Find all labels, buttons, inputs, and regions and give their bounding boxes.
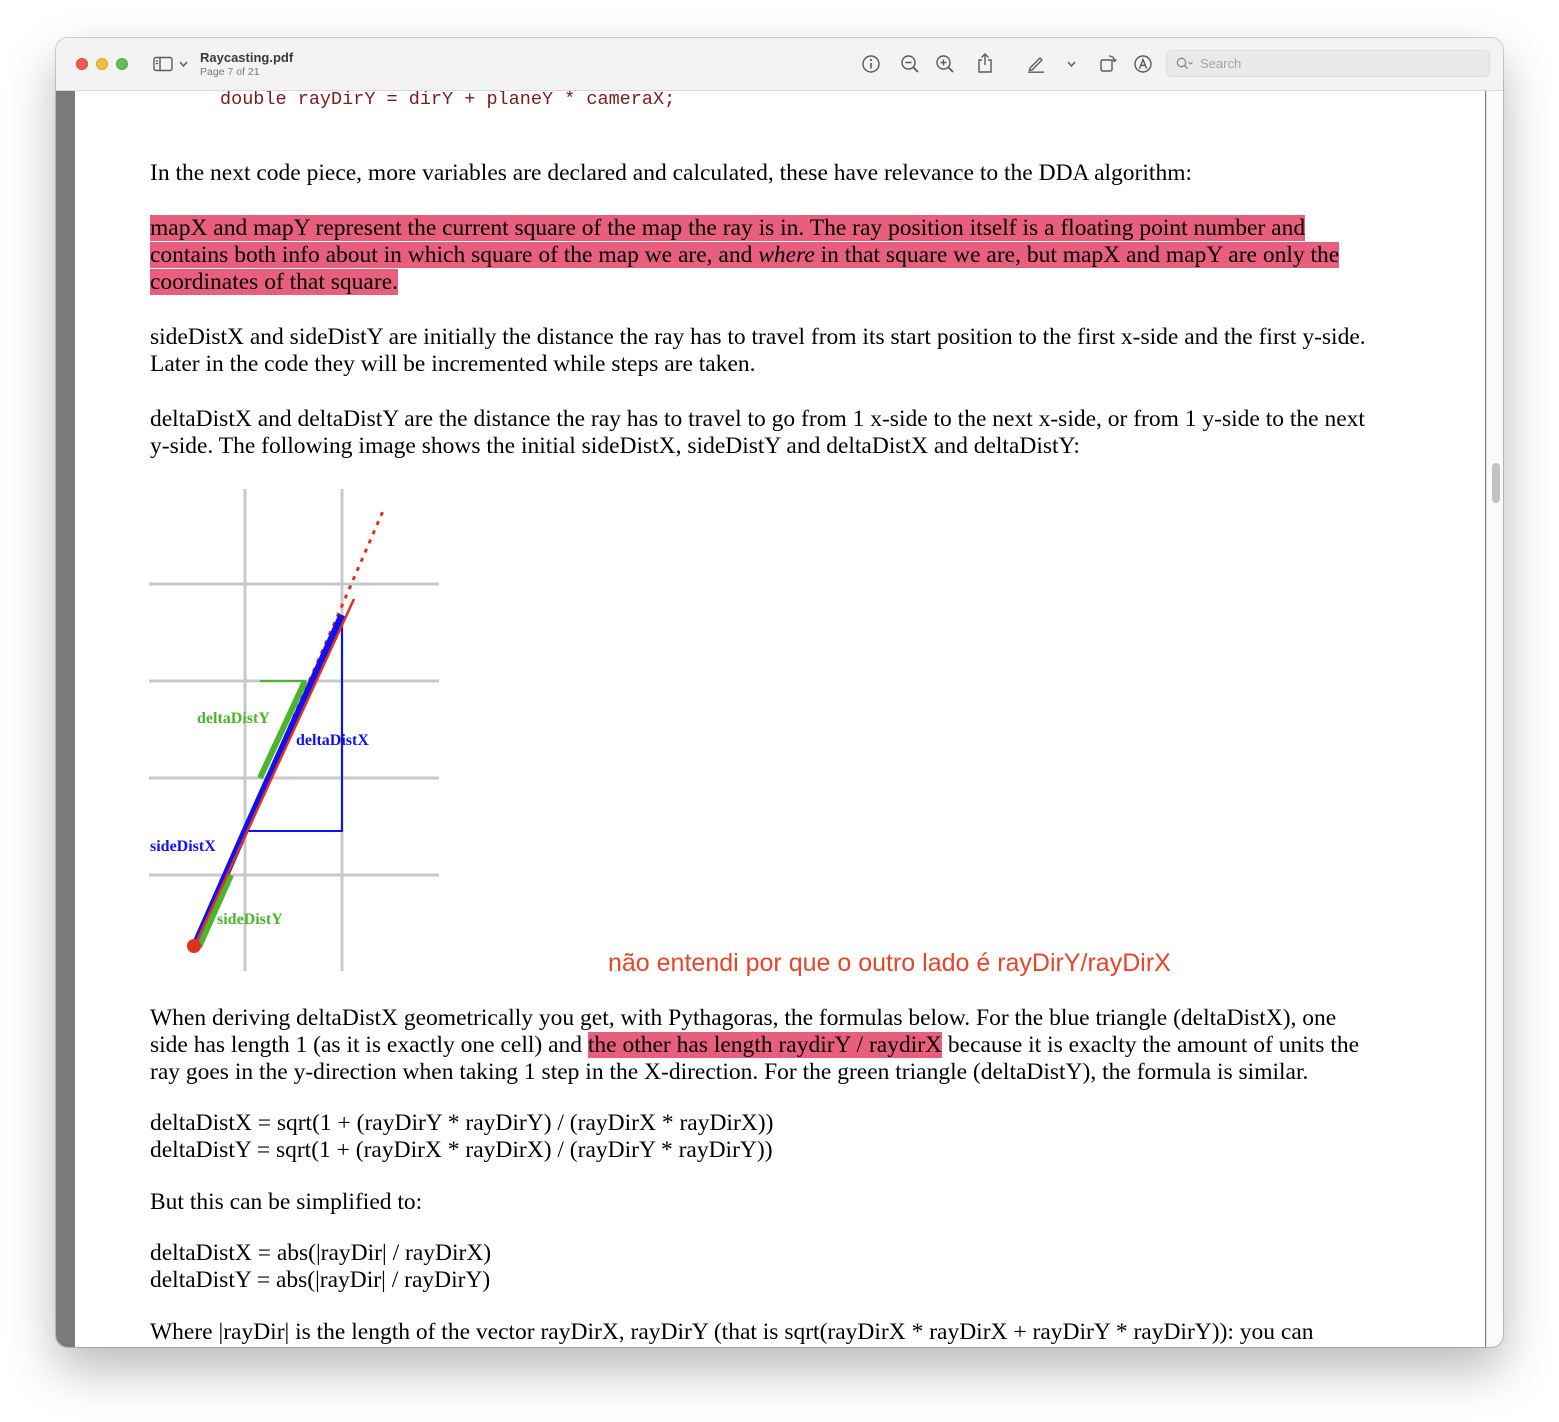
- preview-window: Raycasting.pdf Page 7 of 21: [56, 38, 1503, 1347]
- text-run: contains both info about in which square…: [150, 242, 759, 268]
- paragraph-deltadist-line-1: deltaDistX and deltaDistY are the distan…: [150, 406, 1365, 432]
- formula-delta-dist-x: deltaDistX = sqrt(1 + (rayDirY * rayDirY…: [150, 1110, 774, 1136]
- vertical-scrollbar[interactable]: [1486, 91, 1503, 1347]
- delta-dist-x-segment: [241, 613, 346, 833]
- delta-dist-y-segment: [257, 679, 308, 780]
- paragraph-derive-line-2: side has length 1 (as it is exactly one …: [150, 1032, 1359, 1059]
- formula-simplified-x: deltaDistX = abs(|rayDir| / rayDirX): [150, 1240, 492, 1266]
- highlight[interactable]: mapX and mapY represent the current squa…: [150, 215, 1306, 241]
- zoom-window-button[interactable]: [116, 58, 128, 70]
- side-dist-y-segment: [196, 873, 234, 949]
- title-bar: Raycasting.pdf Page 7 of 21: [56, 38, 1503, 91]
- paragraph-sidedist-line-1: sideDistX and sideDistY are initially th…: [150, 324, 1366, 350]
- paragraph-sidedist-line-2: Later in the code they will be increment…: [150, 351, 756, 377]
- scrollbar-thumb[interactable]: [1492, 463, 1500, 503]
- chevron-down-icon[interactable]: [1065, 58, 1077, 70]
- label-side-dist-y: sideDistY: [217, 911, 283, 928]
- text-run: because it is exaclty the amount of unit…: [942, 1032, 1360, 1058]
- handwritten-note[interactable]: não entendi por que o outro lado é rayDi…: [608, 949, 1171, 977]
- markup-pen-icon[interactable]: [1025, 52, 1047, 74]
- delta-dist-x-triangle: [245, 615, 343, 832]
- annotate-icon[interactable]: [1132, 53, 1154, 75]
- document-viewport[interactable]: double rayDirY = dirY + planeY * cameraX…: [56, 91, 1503, 1347]
- share-icon[interactable]: [974, 51, 996, 75]
- formula-delta-dist-y: deltaDistY = sqrt(1 + (rayDirX * rayDirX…: [150, 1137, 773, 1163]
- highlighted-paragraph-line-2: contains both info about in which square…: [150, 242, 1340, 269]
- label-delta-dist-x: deltaDistX: [296, 732, 369, 749]
- search-placeholder: Search: [1200, 56, 1242, 71]
- paragraph-intro: In the next code piece, more variables a…: [150, 160, 1192, 186]
- highlight[interactable]: the other has length raydirY / raydirX: [587, 1032, 943, 1058]
- paragraph-deltadist-line-2: y-side. The following image shows the in…: [150, 433, 1080, 459]
- paragraph-where: Where |rayDir| is the length of the vect…: [150, 1319, 1314, 1345]
- label-delta-dist-y: deltaDistY: [197, 710, 270, 727]
- code-line: double rayDirY = dirY + planeY * cameraX…: [220, 91, 676, 110]
- highlight[interactable]: contains both info about in which square…: [150, 242, 1340, 268]
- highlighted-paragraph-line-1: mapX and mapY represent the current squa…: [150, 215, 1306, 242]
- paragraph-derive-line-1: When deriving deltaDistX geometrically y…: [150, 1005, 1337, 1031]
- close-window-button[interactable]: [76, 58, 88, 70]
- zoom-in-icon[interactable]: [934, 53, 956, 75]
- highlighted-paragraph-line-3: coordinates of that square.: [150, 269, 398, 296]
- paragraph-simplified: But this can be simplified to:: [150, 1189, 423, 1215]
- highlight[interactable]: coordinates of that square.: [150, 269, 398, 295]
- document-title: Raycasting.pdf: [200, 50, 294, 65]
- info-icon[interactable]: [860, 53, 882, 75]
- search-icon: [1176, 57, 1194, 70]
- minimize-window-button[interactable]: [96, 58, 108, 70]
- text-run: side has length 1 (as it is exactly one …: [150, 1032, 588, 1058]
- page-indicator: Page 7 of 21: [200, 66, 260, 78]
- player-position-dot: [187, 939, 201, 953]
- emphasized-word: where: [758, 242, 815, 268]
- text-run: in that square we are, but mapX and mapY…: [814, 242, 1340, 268]
- dda-diagram: deltaDistY deltaDistX sideDistX sideDist…: [149, 489, 439, 971]
- chevron-down-icon[interactable]: [177, 58, 189, 70]
- label-side-dist-x: sideDistX: [150, 838, 216, 855]
- zoom-out-icon[interactable]: [899, 53, 921, 75]
- formula-simplified-y: deltaDistY = abs(|rayDir| / rayDirY): [150, 1267, 491, 1293]
- paragraph-derive-line-3: ray goes in the y-direction when taking …: [150, 1059, 1309, 1085]
- sidebar-toggle-icon[interactable]: [152, 54, 174, 74]
- rotate-icon[interactable]: [1097, 52, 1119, 74]
- pdf-page: double rayDirY = dirY + planeY * cameraX…: [75, 91, 1485, 1347]
- search-field[interactable]: Search: [1166, 50, 1490, 77]
- ray-line: [192, 598, 356, 948]
